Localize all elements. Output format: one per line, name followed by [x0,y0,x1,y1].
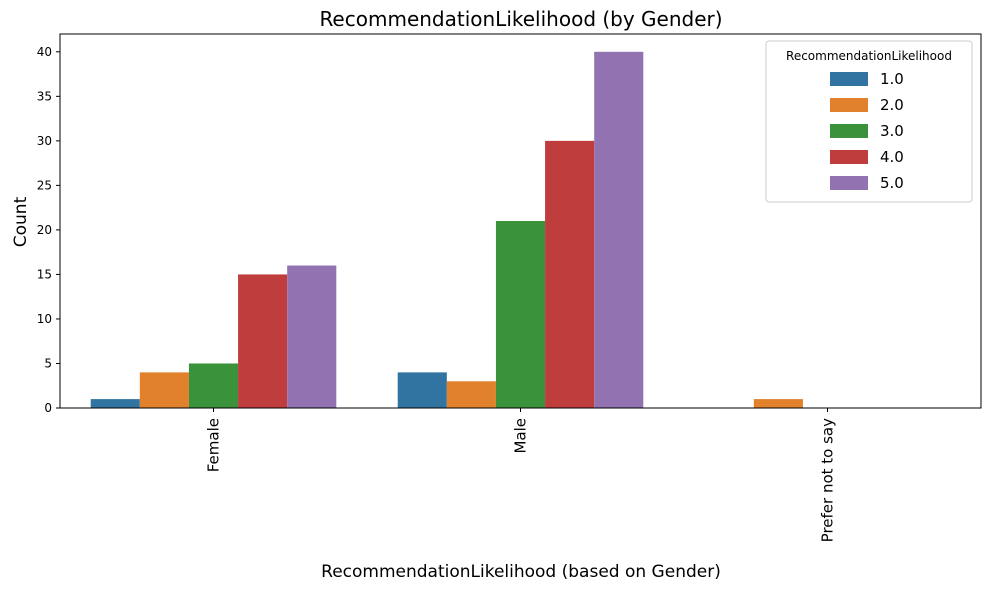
legend-label: 2.0 [880,96,904,114]
legend-label: 4.0 [880,148,904,166]
bar-4-0-female [238,274,288,408]
y-tick-label: 15 [37,267,52,281]
y-tick-label: 10 [37,312,52,326]
legend-swatch [830,176,868,190]
legend-swatch [830,72,868,86]
chart-title: RecommendationLikelihood (by Gender) [319,7,722,31]
legend-swatch [830,124,868,138]
y-tick-label: 0 [44,401,52,415]
legend: RecommendationLikelihood 1.0 2.0 3.0 4.0 5.0 [765,40,973,203]
y-tick-label: 30 [37,134,52,148]
legend-box [765,40,973,203]
legend-label: 1.0 [880,70,904,88]
x-tick-label: Female [205,418,223,472]
bar-2-0-prefer-not-to-say [753,399,803,408]
y-tick-label: 20 [37,223,52,237]
bar-2-0-male [446,381,496,408]
x-tick-label: Male [512,418,530,454]
y-axis-label: Count [11,196,31,247]
bar-1-0-female [90,399,140,408]
x-tick-label: Prefer not to say [819,418,837,542]
y-tick-label: 25 [37,178,52,192]
legend-swatch [830,150,868,164]
bar-3-0-female [188,363,239,408]
legend-label: 3.0 [880,122,904,140]
x-axis-label: RecommendationLikelihood (based on Gende… [321,562,721,582]
legend-swatch [830,98,868,112]
plot-area: 0 5 10 15 20 25 30 35 40 Female Male Prefer not to … [37,33,982,542]
bar-3-0-male [495,221,546,408]
bar-2-0-female [139,372,189,408]
y-tick-label: 5 [44,356,52,370]
bar-1-0-male [397,372,447,408]
legend-label: 5.0 [880,174,904,192]
legend-title: RecommendationLikelihood [786,49,952,63]
y-tick-label: 35 [37,89,52,103]
bar-5-0-female [287,265,337,408]
y-tick-label: 40 [37,45,52,59]
bar-4-0-male [545,140,595,408]
bar-5-0-male [594,51,644,409]
